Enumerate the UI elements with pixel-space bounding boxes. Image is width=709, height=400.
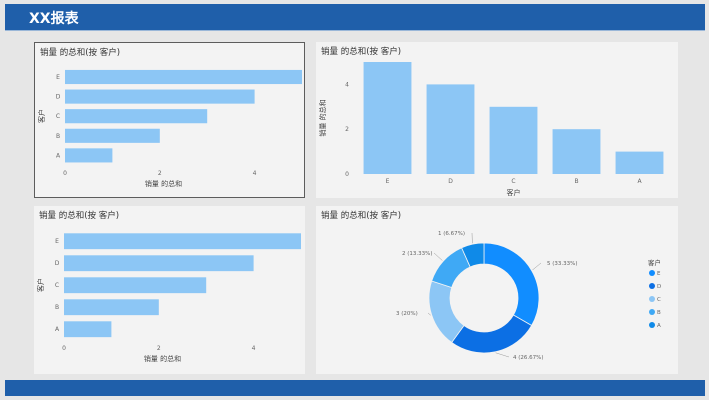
chart-title: 销量 的总和(按 客户) — [321, 211, 402, 221]
category-tick-label: A — [56, 152, 61, 159]
legend-marker — [649, 309, 655, 315]
bar — [489, 106, 538, 174]
bar — [426, 84, 475, 174]
data-label: 4 (26.67%) — [513, 355, 544, 361]
bar-chart-horizontal: E D C B A 0 2 4 销量 的总和 客户 — [36, 233, 301, 363]
data-label-leader — [427, 312, 431, 316]
category-tick-label: A — [55, 326, 60, 333]
y-axis-label: 销量 的总和 — [318, 99, 327, 136]
report-title: XX报表 — [29, 11, 79, 27]
x-tick-label: 4 — [252, 345, 256, 352]
y-tick-label: 0 — [345, 171, 349, 178]
category-tick-label: A — [637, 178, 642, 185]
chart-title: 销量 的总和(按 客户) — [321, 47, 402, 57]
data-label-leader — [495, 352, 510, 358]
category-tick-label: D — [55, 260, 60, 267]
data-label: 1 (6.67%) — [438, 231, 465, 237]
legend-marker — [649, 296, 655, 302]
legend-label: D — [657, 284, 661, 290]
bar — [64, 277, 207, 294]
category-tick-label: B — [55, 304, 59, 311]
legend-marker — [649, 270, 655, 276]
donut-slice — [483, 242, 540, 327]
bar-chart-vertical: E D C B A 0 2 4 客户 销量 的总和 — [318, 62, 664, 197]
legend-label: E — [657, 271, 661, 277]
chart-panel-donut[interactable]: 销量 的总和(按 客户) 5 (33.33%) 4 (26.67%) 3 (20%)… — [316, 206, 678, 374]
report-header: XX报表 — [5, 4, 705, 30]
x-axis-label: 客户 — [507, 188, 521, 197]
bar — [65, 128, 160, 143]
report-footer — [5, 380, 705, 396]
category-tick-label: D — [448, 178, 453, 185]
chart-panel-bar-vertical[interactable]: 销量 的总和(按 客户) E D C B A 0 2 4 客户 销量 的总和 — [316, 42, 678, 198]
bar — [363, 62, 412, 174]
bar — [65, 148, 113, 163]
data-label: 2 (13.33%) — [402, 251, 433, 257]
chart-panel-bar-horizontal-top[interactable]: 销量 的总和(按 客户) E D C B A 0 2 4 销量 的总和 客户 — [34, 42, 305, 198]
category-tick-label: E — [55, 238, 59, 245]
donut-slice — [451, 314, 533, 354]
chart-title: 销量 的总和(按 客户) — [40, 48, 121, 58]
category-tick-label: C — [55, 282, 59, 289]
x-tick-label: 0 — [63, 170, 67, 177]
data-label: 3 (20%) — [396, 311, 418, 317]
legend-marker — [649, 283, 655, 289]
y-axis-label: 客户 — [36, 278, 45, 292]
category-tick-label: B — [574, 178, 578, 185]
legend-label: C — [657, 297, 661, 303]
category-tick-label: D — [56, 94, 61, 101]
legend-label: A — [657, 323, 661, 329]
legend-title: 客户 — [648, 258, 661, 267]
bar — [65, 69, 302, 85]
legend-label: B — [657, 310, 661, 316]
category-tick-label: C — [511, 178, 515, 185]
bar — [64, 321, 112, 338]
data-label-leader — [532, 262, 542, 271]
bar — [64, 299, 159, 316]
x-axis-label: 销量 的总和 — [145, 179, 182, 188]
bar-chart-horizontal: E D C B A 0 2 4 销量 的总和 客户 — [37, 69, 302, 188]
legend-marker — [649, 322, 655, 328]
x-axis-label: 销量 的总和 — [144, 354, 181, 363]
header-divider — [5, 30, 705, 31]
bar — [552, 129, 601, 174]
donut-slice — [461, 242, 485, 268]
x-tick-label: 0 — [62, 345, 66, 352]
category-tick-label: B — [56, 133, 60, 140]
bar — [615, 151, 664, 174]
bar — [65, 109, 208, 124]
donut-slice — [428, 280, 465, 344]
donut-chart: 5 (33.33%) 4 (26.67%) 3 (20%) 2 (13.33%) 1 (… — [396, 231, 661, 361]
x-tick-label: 2 — [157, 345, 161, 352]
data-label: 5 (33.33%) — [547, 261, 578, 267]
data-label-leader — [433, 252, 443, 261]
y-tick-label: 4 — [345, 81, 349, 88]
category-tick-label: E — [386, 178, 390, 185]
bar — [64, 255, 254, 272]
y-axis-label: 客户 — [37, 109, 46, 123]
x-tick-label: 2 — [158, 170, 162, 177]
bar — [65, 89, 255, 104]
x-tick-label: 4 — [253, 170, 257, 177]
chart-title: 销量 的总和(按 客户) — [39, 211, 120, 221]
chart-panel-bar-horizontal-bottom[interactable]: 销量 的总和(按 客户) E D C B A 0 2 4 销量 的总和 客户 — [34, 206, 305, 374]
category-tick-label: E — [56, 74, 60, 81]
category-tick-label: C — [56, 113, 60, 120]
y-tick-label: 2 — [345, 126, 349, 133]
bar — [64, 233, 301, 250]
